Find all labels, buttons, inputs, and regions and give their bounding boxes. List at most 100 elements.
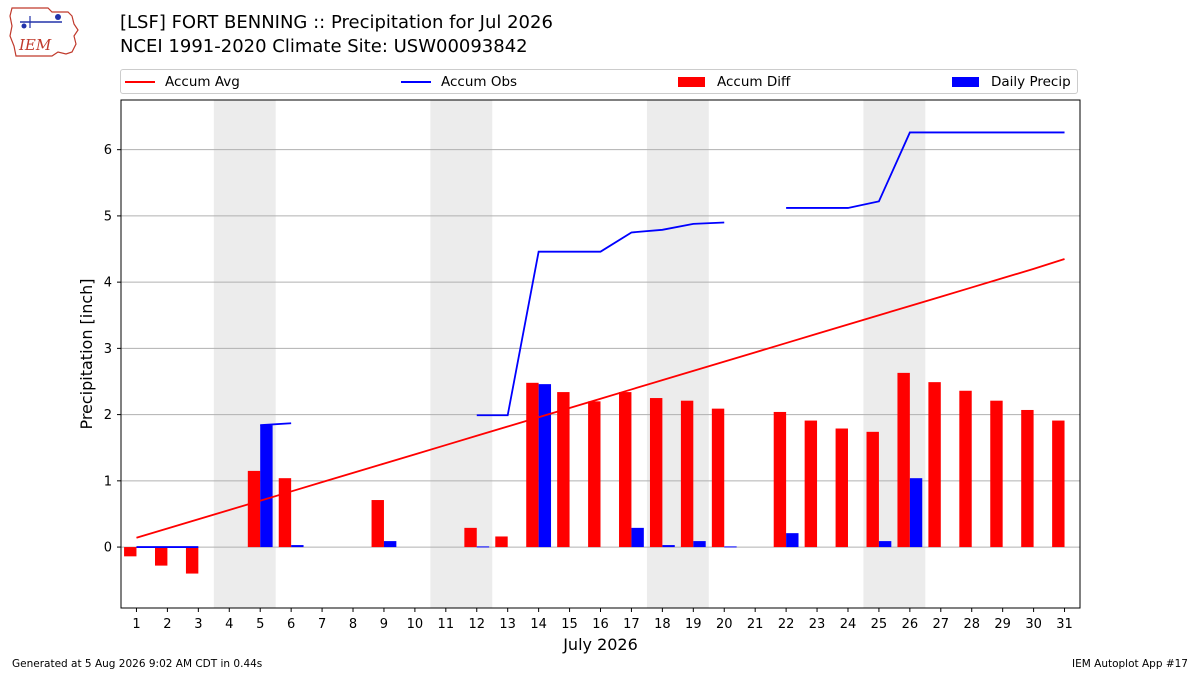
footer-generated: Generated at 5 Aug 2026 9:02 AM CDT in 0… <box>12 658 263 670</box>
legend-accum-obs: Accum Obs <box>401 72 517 92</box>
accum-diff-bar <box>619 392 632 548</box>
y-tick-label: 6 <box>104 143 112 158</box>
x-tick-label: 15 <box>561 617 578 632</box>
x-tick-label: 28 <box>963 617 980 632</box>
accum-diff-bar <box>588 401 601 548</box>
y-tick-label: 3 <box>104 342 112 357</box>
daily-precip-bar <box>631 527 644 548</box>
accum-diff-bar <box>990 400 1003 548</box>
accum-diff-bar <box>649 398 663 548</box>
y-axis-label: Precipitation [inch] <box>77 278 96 429</box>
accum-diff-bar <box>711 408 725 548</box>
legend-label: Accum Obs <box>441 74 518 90</box>
x-tick-label: 3 <box>194 617 202 632</box>
x-axis-label: July 2026 <box>562 635 638 654</box>
accum-diff-bar <box>680 400 694 548</box>
x-tick-label: 18 <box>654 617 671 632</box>
accum-diff-bar <box>155 547 168 566</box>
x-tick-label: 23 <box>809 617 826 632</box>
x-tick-label: 21 <box>747 617 764 632</box>
logo-lettering: IEM <box>18 36 52 54</box>
accum-diff-bar <box>247 470 261 548</box>
daily-precip-bar <box>260 425 273 548</box>
accum-diff-bar <box>835 428 848 548</box>
accum-diff-bar <box>124 547 137 557</box>
chart-subtitle: NCEI 1991-2020 Climate Site: USW00093842 <box>120 36 528 57</box>
y-tick-label: 4 <box>104 276 112 291</box>
x-tick-label: 24 <box>840 617 857 632</box>
x-tick-label: 19 <box>685 617 702 632</box>
x-tick-label: 26 <box>902 617 919 632</box>
accum-diff-bar <box>371 500 384 548</box>
accum-obs-line <box>260 422 292 427</box>
daily-precip-bar <box>724 546 737 548</box>
accum-diff-bar <box>928 382 941 548</box>
accum-diff-bar <box>1021 409 1034 548</box>
daily-precip-bar <box>383 541 397 548</box>
x-tick-label: 31 <box>1056 617 1073 632</box>
x-tick-label: 4 <box>225 617 233 632</box>
daily-precip-bar <box>476 546 490 548</box>
legend-swatch <box>401 81 431 83</box>
x-tick-label: 14 <box>530 617 547 632</box>
x-tick-label: 22 <box>778 617 795 632</box>
accum-diff-bar <box>526 382 539 548</box>
legend-label: Accum Avg <box>165 74 240 90</box>
x-tick-label: 5 <box>256 617 264 632</box>
x-tick-label: 20 <box>716 617 733 632</box>
x-tick-label: 16 <box>592 617 609 632</box>
legend-daily-precip: Daily Precip <box>952 72 1071 92</box>
accum-diff-bar <box>495 536 508 548</box>
accum-diff-bar <box>804 420 818 548</box>
accum-avg-line <box>136 258 1065 539</box>
accum-diff-bar <box>959 390 972 548</box>
chart-legend: Accum Avg Accum Obs Accum Diff Daily Pre… <box>120 69 1078 94</box>
y-tick-label: 0 <box>104 541 112 556</box>
daily-precip-bar <box>878 541 892 548</box>
chart-title: [LSF] FORT BENNING :: Precipitation for … <box>120 12 553 33</box>
accum-diff-bar <box>557 392 570 548</box>
x-tick-label: 27 <box>933 617 950 632</box>
y-tick-label: 2 <box>104 408 112 423</box>
x-tick-label: 12 <box>468 617 485 632</box>
legend-label: Accum Diff <box>717 74 791 90</box>
x-tick-label: 10 <box>407 617 424 632</box>
x-tick-label: 7 <box>318 617 326 632</box>
footer-app: IEM Autoplot App #17 <box>1072 658 1188 670</box>
accum-diff-bar <box>185 547 199 574</box>
y-tick-label: 1 <box>104 474 112 489</box>
accum-diff-bar <box>773 411 787 548</box>
accum-diff-bar <box>464 527 477 548</box>
legend-label: Daily Precip <box>991 74 1071 90</box>
daily-precip-bar <box>909 478 923 548</box>
x-tick-label: 17 <box>623 617 640 632</box>
legend-accum-diff: Accum Diff <box>678 72 790 92</box>
x-tick-label: 9 <box>380 617 388 632</box>
x-tick-label: 25 <box>871 617 888 632</box>
x-tick-label: 13 <box>499 617 516 632</box>
accum-diff-bar <box>897 372 910 548</box>
daily-precip-bar <box>662 545 675 548</box>
accum-diff-bar <box>866 431 879 548</box>
accum-diff-bar <box>278 478 292 548</box>
accum-obs-line <box>476 221 725 417</box>
daily-precip-bar <box>538 384 552 548</box>
daily-precip-bar <box>786 533 799 548</box>
x-tick-label: 29 <box>994 617 1011 632</box>
x-tick-label: 6 <box>287 617 295 632</box>
weekend-shading <box>430 100 493 608</box>
legend-swatch <box>125 81 155 83</box>
legend-accum-avg: Accum Avg <box>125 72 240 92</box>
daily-precip-bar <box>291 545 304 548</box>
x-tick-label: 8 <box>349 617 357 632</box>
y-tick-label: 5 <box>104 209 112 224</box>
legend-swatch <box>678 77 705 87</box>
daily-precip-bar <box>693 541 706 548</box>
x-tick-label: 1 <box>132 617 140 632</box>
x-tick-label: 2 <box>163 617 171 632</box>
x-tick-label: 30 <box>1025 617 1042 632</box>
legend-swatch <box>952 77 979 87</box>
x-tick-label: 11 <box>438 617 455 632</box>
iem-logo: IEM <box>9 7 79 57</box>
